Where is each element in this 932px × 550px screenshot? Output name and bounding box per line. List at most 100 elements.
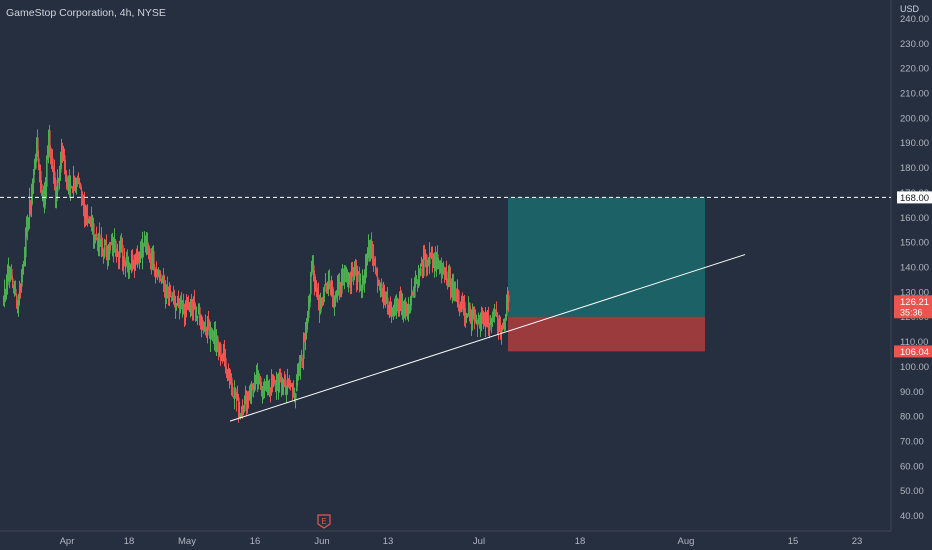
candle-body <box>378 283 380 285</box>
candle-body <box>104 246 106 257</box>
y-tick-label: 220.00 <box>900 64 929 75</box>
candle-body <box>285 379 287 390</box>
candle-body <box>165 288 167 299</box>
candle-body <box>128 265 130 268</box>
candle-body <box>235 388 237 399</box>
candle-body <box>24 257 26 263</box>
candle-body <box>291 386 293 388</box>
candle-body <box>475 321 477 323</box>
candle-body <box>268 391 270 394</box>
candle-body <box>377 277 379 284</box>
candle-body <box>34 168 36 170</box>
candle-body <box>489 325 491 331</box>
x-tick-label: Aug <box>678 536 695 547</box>
candle-body <box>166 287 168 296</box>
candle-body <box>15 288 17 294</box>
candle-body <box>330 282 332 295</box>
candle-body <box>54 171 56 182</box>
chart-title: GameStop Corporation, 4h, NYSE <box>6 7 166 19</box>
candle-body <box>95 234 97 236</box>
x-tick-label: 16 <box>250 536 261 547</box>
candle-body <box>130 266 132 268</box>
candle-body <box>381 283 383 293</box>
candle-body <box>224 351 226 358</box>
candle-body <box>73 177 75 189</box>
candle-body <box>278 380 280 393</box>
candle-body <box>380 283 382 290</box>
candle-body <box>353 273 355 276</box>
candle-body <box>302 359 304 361</box>
earnings-label: E <box>321 517 326 526</box>
candle-body <box>326 285 328 288</box>
candle-body <box>30 201 32 205</box>
candle-body <box>82 194 84 200</box>
candle-body <box>219 342 221 347</box>
candle-body <box>259 376 261 378</box>
candle-body <box>146 240 148 248</box>
candle-body <box>215 332 217 344</box>
candle-body <box>111 242 113 245</box>
y-tick-label: 80.00 <box>900 412 924 423</box>
candle-body <box>37 137 39 157</box>
candle-body <box>115 240 117 251</box>
candle-body <box>169 291 171 297</box>
candle-body <box>149 248 151 258</box>
candle-body <box>90 220 92 222</box>
candle-body <box>316 283 318 296</box>
candle-body <box>317 294 319 296</box>
candle-body <box>120 245 122 250</box>
candle-body <box>155 270 157 274</box>
candle-body <box>312 265 314 272</box>
candle-body <box>184 311 186 318</box>
candle-body <box>173 295 175 297</box>
candle-body <box>406 307 408 317</box>
candle-body <box>407 307 409 317</box>
candle-body <box>127 258 129 270</box>
candle-body <box>323 290 325 300</box>
candle-body <box>363 280 365 283</box>
candle-body <box>27 223 29 232</box>
candle-body <box>346 271 348 281</box>
candle-body <box>414 284 416 298</box>
candle-body <box>493 311 495 316</box>
candle-body <box>469 302 471 322</box>
candle-body <box>237 397 239 401</box>
candle-body <box>243 410 245 413</box>
candle-body <box>286 385 288 391</box>
candle-body <box>476 318 478 320</box>
candle-body <box>387 297 389 308</box>
candle-body <box>141 251 143 258</box>
candle-body <box>389 306 391 316</box>
candle-body <box>359 275 361 288</box>
candle-body <box>332 286 334 299</box>
candle-body <box>262 390 264 392</box>
candle-body <box>435 254 437 268</box>
candle-body <box>292 385 294 391</box>
candle-body <box>182 305 184 308</box>
candle-body <box>189 303 191 310</box>
candle-body <box>411 289 413 298</box>
candle-body <box>177 303 179 305</box>
candle-body <box>277 380 279 391</box>
candle-body <box>31 192 33 206</box>
level-price-text: 168.00 <box>900 193 929 204</box>
candle-body <box>3 299 5 302</box>
candle-body <box>162 276 164 281</box>
candle-body <box>207 319 209 336</box>
candle-body <box>68 180 70 189</box>
currency-label: USD <box>900 4 920 14</box>
candle-body <box>66 175 68 182</box>
candle-body <box>91 218 93 232</box>
y-tick-label: 60.00 <box>900 461 924 472</box>
candle-body <box>170 291 172 297</box>
candle-body <box>347 272 349 287</box>
y-tick-label: 230.00 <box>900 39 929 50</box>
candle-body <box>137 255 139 265</box>
candle-body <box>352 271 354 276</box>
candle-body <box>273 381 275 387</box>
candle-body <box>490 321 492 324</box>
candle-body <box>361 287 363 289</box>
candle-body <box>23 263 25 265</box>
candle-body <box>405 307 407 312</box>
